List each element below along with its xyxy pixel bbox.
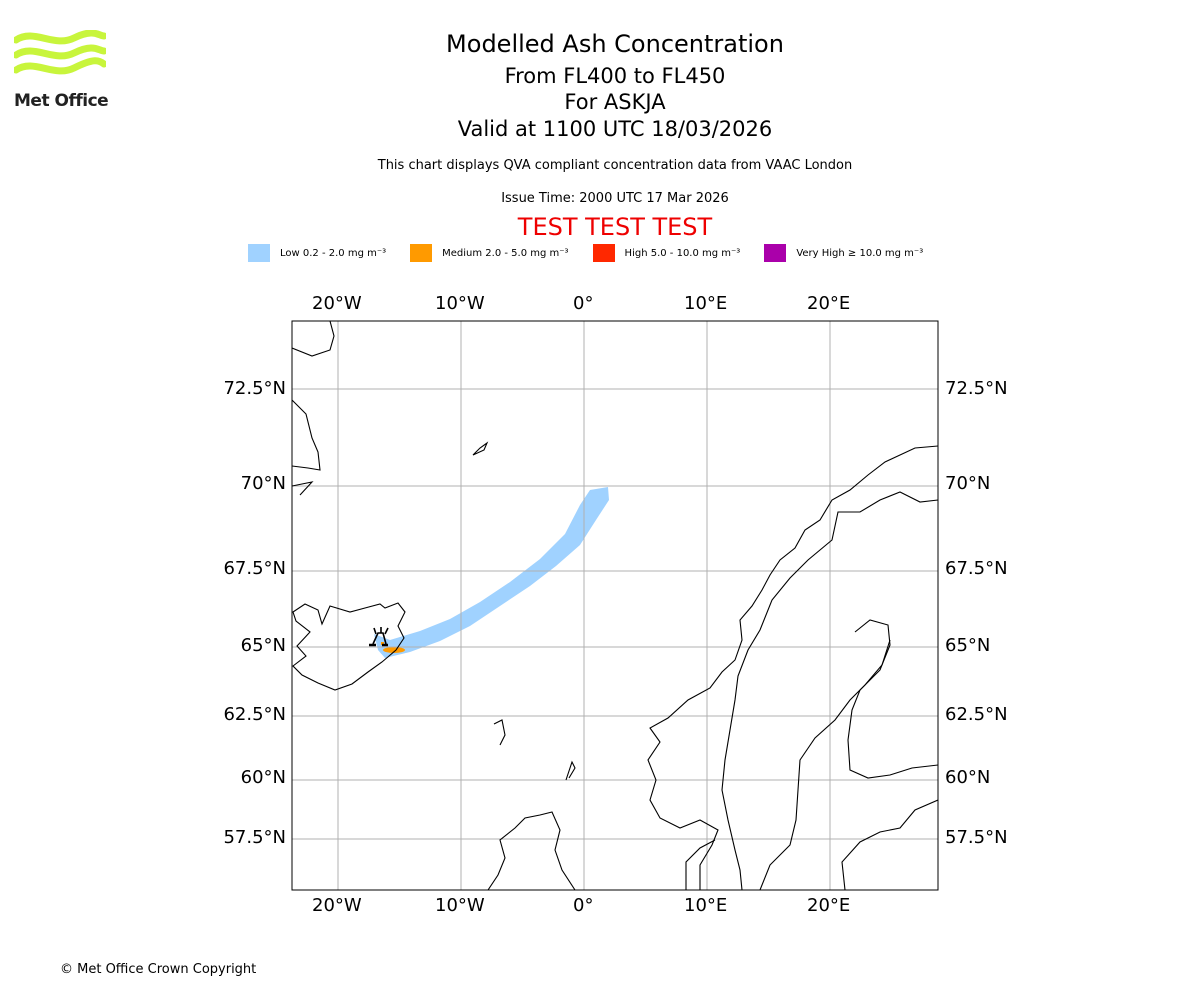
legend-label: Very High ≥ 10.0 mg m⁻³ <box>796 247 924 259</box>
ash-plume-medium <box>383 647 405 653</box>
jan-mayen <box>472 441 489 456</box>
chart-title: Modelled Ash Concentration <box>446 30 784 58</box>
test-banner: TEST TEST TEST <box>517 213 713 241</box>
legend-swatch <box>248 244 270 262</box>
lat-tick-left: 62.5°N <box>223 704 286 725</box>
legend: Low 0.2 - 2.0 mg m⁻³ Medium 2.0 - 5.0 mg… <box>248 244 947 262</box>
coastlines <box>292 321 938 890</box>
legend-item-medium: Medium 2.0 - 5.0 mg m⁻³ <box>410 244 569 262</box>
shetland <box>565 760 576 781</box>
legend-item-very-high: Very High ≥ 10.0 mg m⁻³ <box>764 244 923 262</box>
norway-coast <box>647 445 938 890</box>
lon-tick-top: 20°W <box>312 293 362 314</box>
copyright: © Met Office Crown Copyright <box>60 962 257 977</box>
legend-label: Medium 2.0 - 5.0 mg m⁻³ <box>442 247 569 259</box>
lat-tick-right: 67.5°N <box>945 558 1008 579</box>
lon-tick-top: 0° <box>573 293 594 314</box>
greenland-coast <box>292 321 335 496</box>
met-office-logo <box>14 30 106 75</box>
legend-label: High 5.0 - 10.0 mg m⁻³ <box>624 247 741 259</box>
lat-tick-right: 60°N <box>945 767 991 788</box>
lat-tick-left: 65°N <box>240 635 286 656</box>
lat-tick-left: 60°N <box>240 767 286 788</box>
lon-tick-bottom: 0° <box>573 895 594 916</box>
volcano-name: For ASKJA <box>564 90 666 114</box>
volcano-icon <box>369 627 389 647</box>
legend-swatch <box>764 244 787 262</box>
met-office-logo-text: Met Office <box>14 91 109 111</box>
sweden-norway-border <box>721 491 938 890</box>
map-frame <box>291 320 939 891</box>
qva-note: This chart displays QVA compliant concen… <box>377 158 853 173</box>
valid-time: Valid at 1100 UTC 18/03/2026 <box>457 117 773 141</box>
baltic-states-coast <box>841 799 938 890</box>
scotland-coast <box>487 811 576 890</box>
legend-swatch <box>410 244 433 262</box>
lat-tick-right: 70°N <box>945 473 991 494</box>
lon-tick-bottom: 10°E <box>684 895 728 916</box>
sweden-baltic-coast <box>759 639 891 890</box>
lon-tick-bottom: 10°W <box>435 895 485 916</box>
legend-swatch <box>592 244 615 262</box>
denmark-coast <box>685 839 716 890</box>
lon-tick-top: 10°E <box>684 293 728 314</box>
lat-tick-left: 70°N <box>240 473 286 494</box>
iceland-coast <box>292 602 406 691</box>
ash-plume-low <box>374 487 609 658</box>
lon-tick-top: 10°W <box>435 293 485 314</box>
lat-tick-right: 62.5°N <box>945 704 1008 725</box>
lat-tick-right: 57.5°N <box>945 827 1008 848</box>
issue-time: Issue Time: 2000 UTC 17 Mar 2026 <box>501 191 729 206</box>
lon-tick-bottom: 20°W <box>312 895 362 916</box>
lat-tick-right: 72.5°N <box>945 378 1008 399</box>
lat-tick-left: 67.5°N <box>223 558 286 579</box>
lat-tick-left: 72.5°N <box>223 378 286 399</box>
faroe-islands <box>493 719 506 746</box>
lon-tick-bottom: 20°E <box>807 895 851 916</box>
legend-label: Low 0.2 - 2.0 mg m⁻³ <box>280 247 387 259</box>
legend-item-high: High 5.0 - 10.0 mg m⁻³ <box>592 244 741 262</box>
lat-tick-left: 57.5°N <box>223 827 286 848</box>
lon-tick-top: 20°E <box>807 293 851 314</box>
lat-tick-right: 65°N <box>945 635 991 656</box>
finland-coast <box>847 619 938 779</box>
flight-levels: From FL400 to FL450 <box>504 64 726 88</box>
graticule <box>292 321 938 890</box>
legend-item-low: Low 0.2 - 2.0 mg m⁻³ <box>248 244 386 262</box>
